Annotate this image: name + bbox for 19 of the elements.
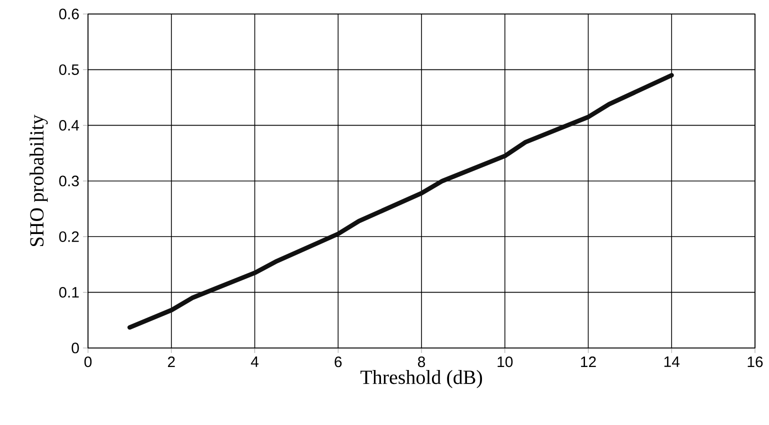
y-tick-label: 0.2	[59, 231, 79, 242]
x-tick-label: 6	[334, 356, 342, 368]
y-tick-label: 0.6	[59, 8, 79, 20]
y-tick-label: 0.5	[59, 64, 79, 75]
y-tick-label: 0.1	[59, 287, 79, 298]
x-tick-label: 0	[84, 356, 92, 368]
y-tick-label: 0.3	[59, 176, 79, 186]
x-tick-label: 8	[418, 356, 426, 368]
line-series	[127, 72, 674, 330]
x-tick-label: 4	[250, 356, 258, 367]
y-axis-title: SHO probability	[30, 114, 48, 246]
x-axis-title: Threshold (dB)	[360, 370, 482, 388]
x-tick-label: 16	[748, 356, 763, 368]
x-tick-label: 10	[498, 356, 513, 368]
x-tick-label: 2	[168, 356, 175, 367]
x-tick-label: 14	[664, 356, 680, 367]
y-tick-label: 0	[72, 342, 79, 354]
y-tick-label: 0.4	[59, 120, 80, 131]
x-tick-label: 12	[581, 356, 596, 367]
